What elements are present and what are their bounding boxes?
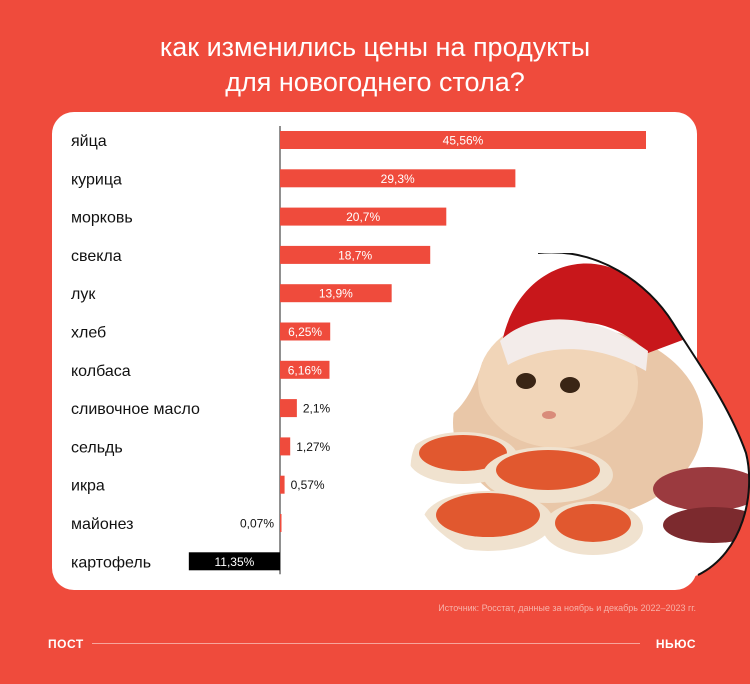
category-label: лук — [71, 286, 96, 303]
data-label: 6,16% — [288, 363, 322, 377]
chart-title: как изменились цены на продукты для ново… — [0, 30, 750, 100]
cat-in-santa-hat-with-caviar-sandwiches-icon — [410, 253, 750, 587]
bar — [280, 437, 291, 456]
category-label: курица — [71, 171, 122, 188]
data-label: 1,27% — [296, 440, 330, 454]
bar — [188, 552, 280, 571]
footer-divider — [92, 643, 640, 644]
data-label: 45,56% — [443, 134, 484, 148]
bar — [280, 284, 392, 303]
data-label: 2,1% — [303, 402, 331, 416]
bar — [280, 322, 331, 341]
data-label: 20,7% — [346, 210, 380, 224]
bar — [280, 399, 297, 418]
data-label: 0,57% — [291, 478, 325, 492]
category-label: колбаса — [71, 363, 131, 380]
bar — [280, 360, 330, 379]
title-line-1: как изменились цены на продукты — [159, 32, 591, 62]
data-label: 29,3% — [381, 172, 415, 186]
category-label: свекла — [71, 248, 122, 265]
bar — [280, 475, 285, 494]
source-note: Источник: Росстат, данные за ноябрь и де… — [438, 603, 696, 613]
data-label: 11,35% — [215, 555, 255, 569]
data-label: 18,7% — [338, 248, 372, 262]
bar — [280, 207, 447, 226]
category-label: морковь — [71, 210, 133, 227]
bar — [280, 245, 431, 264]
brand-left: ПОСТ — [48, 637, 84, 651]
brand-right: НЬЮС — [655, 637, 696, 651]
data-label: 6,25% — [288, 325, 322, 339]
data-label: 0,07% — [240, 517, 274, 531]
category-label: сливочное масло — [71, 401, 200, 418]
bar-chart: яйца 45,56% курица 29,3% морковь 20,7% свекла 1… — [71, 126, 646, 575]
title-line-2: для новогоднего стола? — [225, 67, 525, 97]
bar — [280, 131, 646, 149]
bar — [280, 169, 516, 188]
category-label: яйца — [71, 133, 107, 150]
category-label: икра — [71, 478, 105, 495]
category-label: хлеб — [71, 325, 106, 342]
category-label: картофель — [71, 554, 151, 571]
data-label: 13,9% — [319, 287, 353, 301]
category-label: майонез — [71, 516, 133, 533]
bar — [280, 514, 282, 532]
category-label: сельдь — [71, 439, 123, 456]
